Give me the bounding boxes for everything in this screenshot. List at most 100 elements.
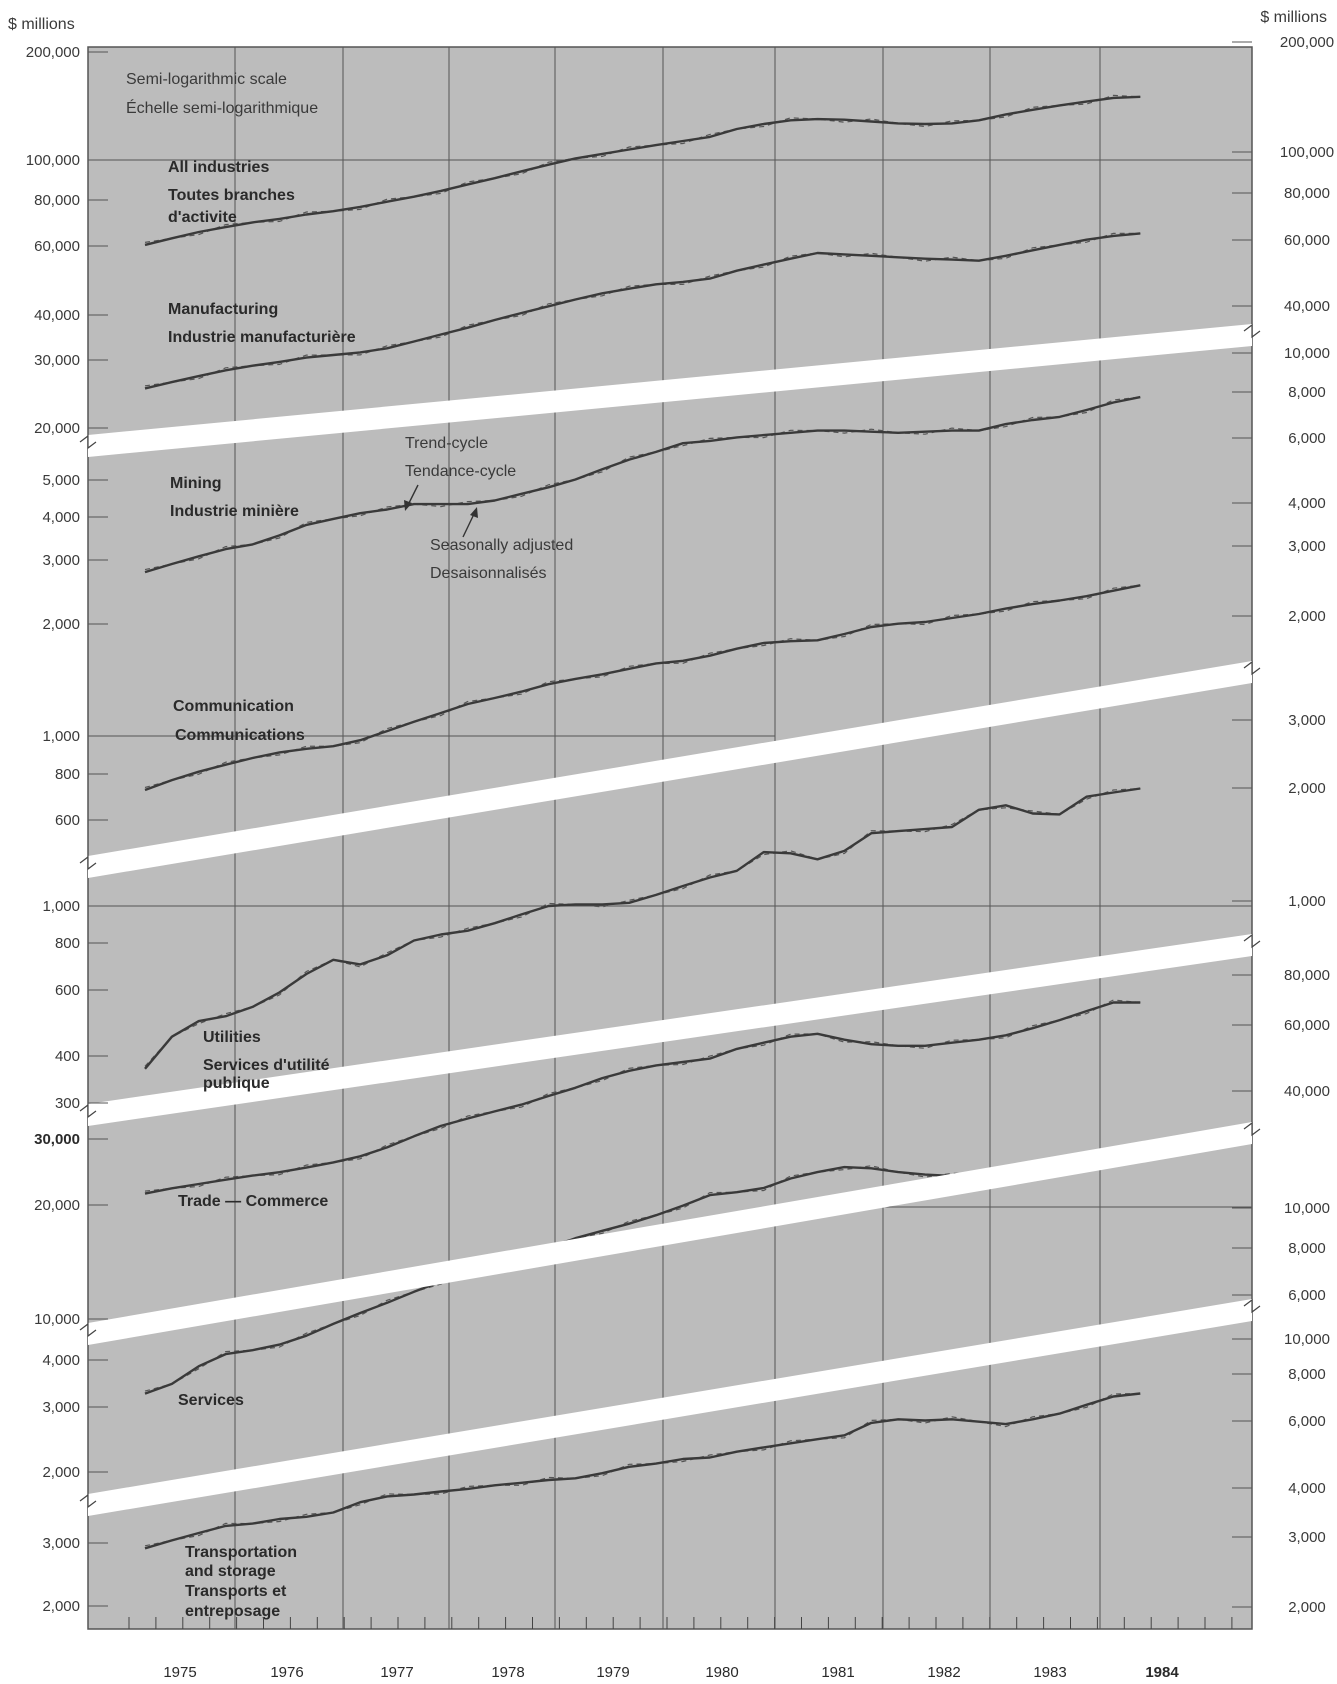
right-units-label: $ millions [1260,9,1327,26]
series-label-all-industries-fr-1: Toutes branches [168,187,295,204]
trend-cycle-line [144,95,1141,247]
left-tick-label: 600 [55,812,80,829]
seasonally-adjusted-line [144,396,1141,571]
trend-cycle-line [144,1001,1141,1195]
left-tick-label: 100,000 [26,152,80,169]
right-tick-label: 2,000 [1288,1599,1326,1616]
seasonal-pointer-arrowhead [470,507,478,518]
right-tick-label: 2,000 [1288,608,1326,625]
left-tick-label: 1,000 [42,728,80,745]
series-label-transportation-2: and storage [185,1563,276,1580]
right-tick-label: 8,000 [1288,1366,1326,1383]
left-tick-label: 3,000 [42,552,80,569]
right-tick-label: 3,000 [1288,712,1326,729]
right-tick-label: 100,000 [1280,144,1334,161]
left-tick-label: 800 [55,766,80,783]
axis-break-mark-left [79,1322,97,1338]
left-tick-label: 80,000 [34,192,80,209]
right-tick-label: 2,000 [1288,780,1326,797]
trend-cycle-line [144,395,1141,574]
trend-cycle-line [144,232,1141,390]
year-label: 1981 [821,1664,854,1681]
series-label-trade: Trade — Commerce [178,1193,328,1210]
axis-break-mark-right [1243,660,1261,676]
seasonally-adjusted-label-fr: Desaisonnalisés [430,565,547,582]
left-tick-label: 3,000 [42,1399,80,1416]
right-tick-label: 8,000 [1288,384,1326,401]
left-tick-label: 300 [55,1095,80,1112]
axis-break-band [88,1122,1252,1345]
series-label-communication: Communication [173,698,294,715]
right-tick-label: 8,000 [1288,1240,1326,1257]
year-label: 1975 [163,1664,196,1681]
left-tick-label: 600 [55,982,80,999]
series-label-transportation-fr-2: entreposage [185,1603,280,1620]
series-label-communication-fr: Communications [175,727,305,744]
axis-break-mark-left [79,434,97,450]
year-label: 1977 [380,1664,413,1681]
right-tick-label: 3,000 [1288,1529,1326,1546]
left-tick-label: 2,000 [42,1598,80,1615]
trend-pointer-arrow [407,484,419,506]
axis-break-mark-left [79,855,97,871]
year-label: 1983 [1033,1664,1066,1681]
left-tick-label: 800 [55,935,80,952]
series-label-mining-fr: Industrie minière [170,503,299,520]
trend-pointer-arrowhead [404,500,412,511]
series-label-utilities-fr-2: publique [203,1075,270,1092]
trend-cycle-line [144,1392,1141,1550]
axis-break-layer [79,323,1261,1516]
scale-note-en: Semi-logarithmic scale [126,71,287,88]
series-label-manufacturing-fr: Industrie manufacturière [168,329,356,346]
right-tick-label: 6,000 [1288,1287,1326,1304]
year-label: 1982 [927,1664,960,1681]
axis-break-band [88,1299,1252,1516]
label-layer: $ millions $ millions Semi-logarithmic s… [8,9,1327,1620]
left-tick-label: 60,000 [34,238,80,255]
right-tick-label: 4,000 [1288,1480,1326,1497]
right-tick-label: 3,000 [1288,538,1326,555]
series-label-utilities: Utilities [203,1029,261,1046]
year-label: 1984 [1145,1664,1179,1681]
axis-break-mark-right [1243,933,1261,949]
trend-cycle-label: Trend-cycle [405,435,488,452]
series-label-transportation-1: Transportation [185,1544,297,1561]
right-tick-label: 6,000 [1288,430,1326,447]
axis-break-band [88,934,1252,1126]
left-tick-label: 20,000 [34,1197,80,1214]
left-tick-label: 400 [55,1048,80,1065]
axis-break-mark-right [1243,1121,1261,1137]
right-tick-label: 60,000 [1284,1017,1330,1034]
axis-break-band [88,324,1252,457]
right-tick-label: 10,000 [1284,1200,1330,1217]
axis-break-mark-right [1243,1298,1261,1314]
right-tick-label: 80,000 [1284,967,1330,984]
right-tick-label: 80,000 [1284,185,1330,202]
trend-cycle-label-fr: Tendance-cycle [405,463,516,480]
trend-cycle-line [144,787,1141,1070]
right-tick-label: 10,000 [1284,345,1330,362]
series-label-utilities-fr-1: Services d'utilité [203,1057,330,1074]
series-label-mining: Mining [170,475,222,492]
left-tick-label: 10,000 [34,1311,80,1328]
left-tick-label: 5,000 [42,472,80,489]
left-tick-label: 4,000 [42,509,80,526]
year-label: 1978 [491,1664,524,1681]
year-label: 1976 [270,1664,303,1681]
left-tick-label: 4,000 [42,1352,80,1369]
right-tick-label: 10,000 [1284,1331,1330,1348]
series-label-all-industries: All industries [168,159,269,176]
left-tick-label: 30,000 [34,352,80,369]
axis-tick-layer: 200,000 100,000 80,000 60,000 40,000 30,000 20… [26,34,1334,1681]
right-tick-label: 4,000 [1288,495,1326,512]
left-tick-label: 30,000 [34,1131,80,1148]
year-label: 1979 [596,1664,629,1681]
axis-break-mark-left [79,1493,97,1509]
left-tick-label: 40,000 [34,307,80,324]
left-tick-label: 2,000 [42,616,80,633]
series-label-manufacturing: Manufacturing [168,301,278,318]
left-tick-label: 3,000 [42,1535,80,1552]
right-tick-label: 200,000 [1280,34,1334,51]
axis-break-mark-left [79,1103,97,1119]
